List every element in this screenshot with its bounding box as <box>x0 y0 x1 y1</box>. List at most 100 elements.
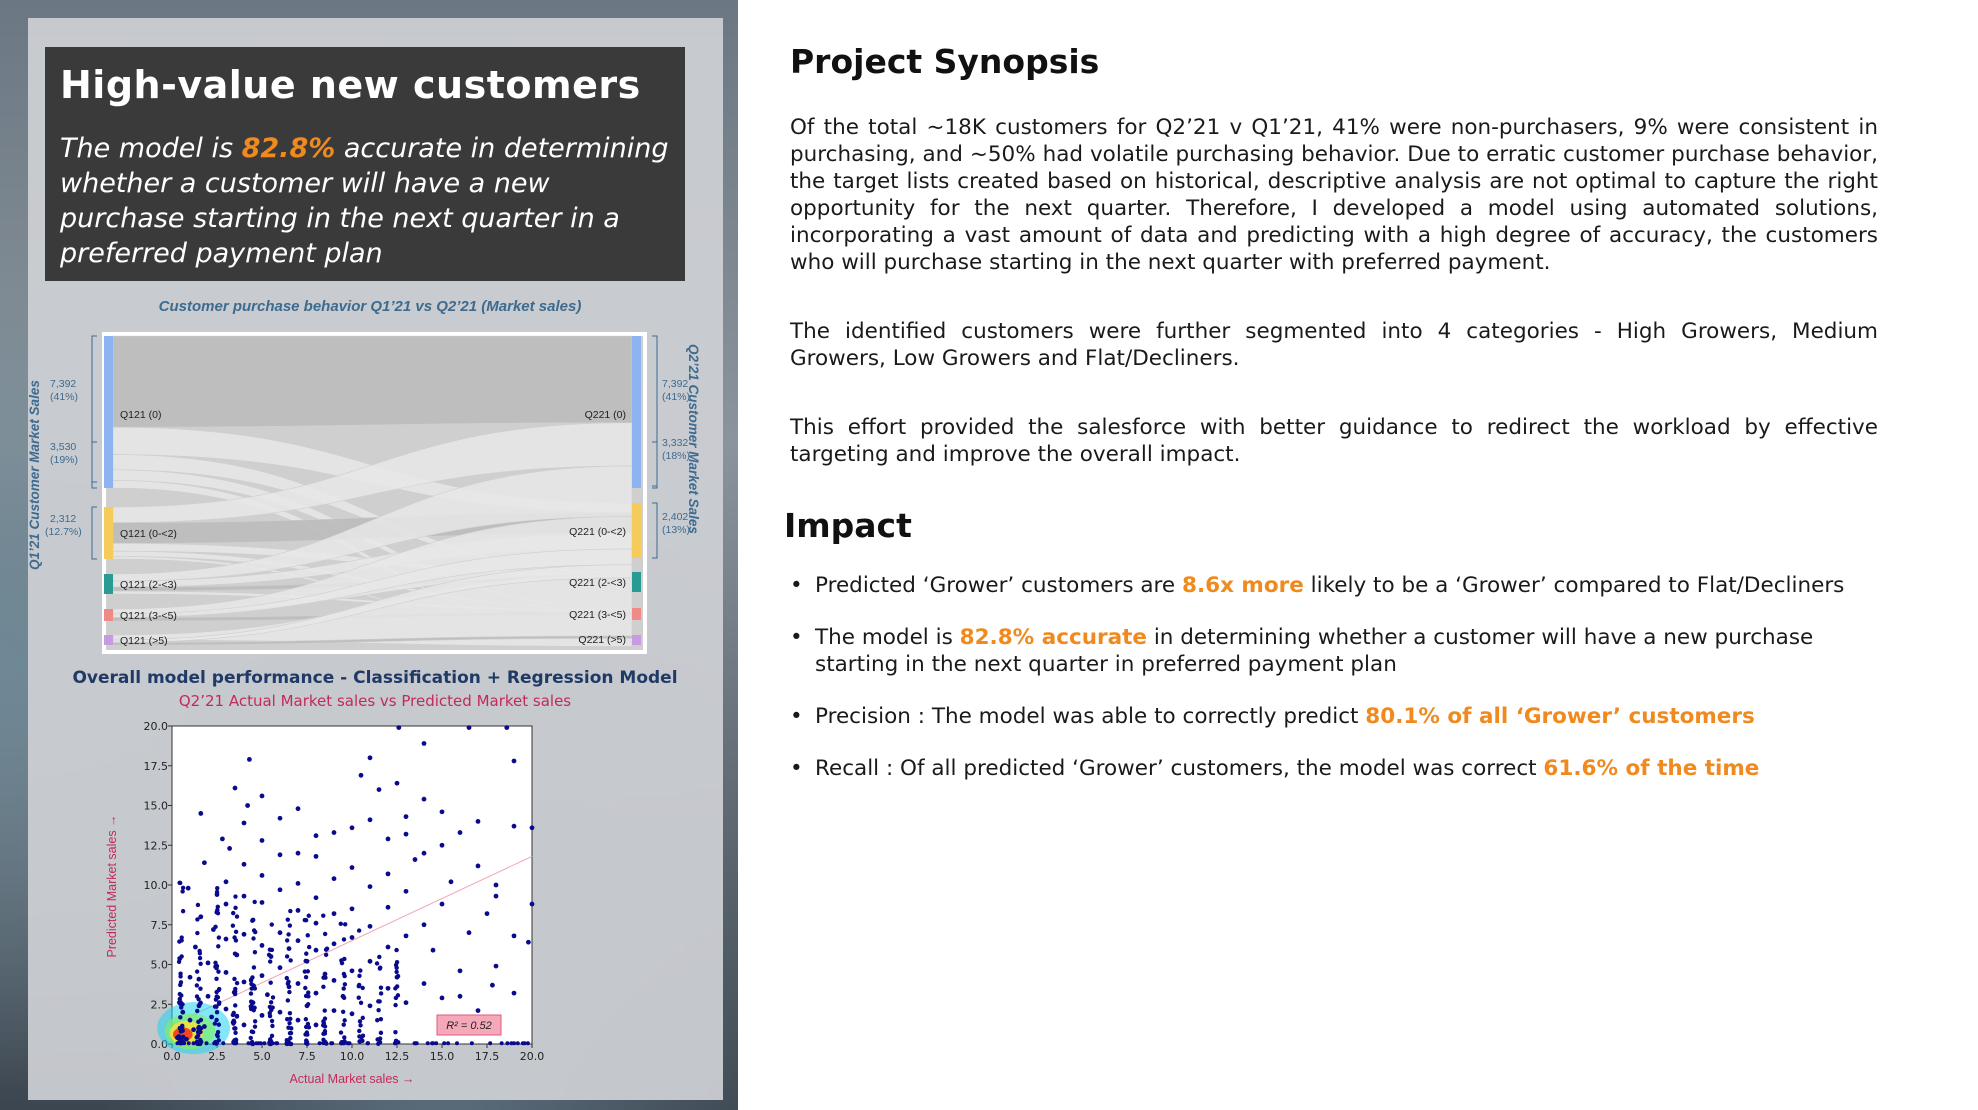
scatter-point <box>223 1006 229 1012</box>
left-annotation-pct: (19%) <box>50 454 78 466</box>
scatter-point <box>421 850 427 856</box>
scatter-point <box>313 1022 319 1028</box>
scatter-point <box>204 1041 209 1046</box>
impact-list: Predicted ‘Grower’ customers are 8.6x mo… <box>790 572 1880 807</box>
scatter-point <box>287 989 292 995</box>
scatter-point <box>178 1000 183 1005</box>
scatter-point <box>529 825 535 831</box>
scatter-point <box>270 1023 275 1029</box>
scatter-point <box>250 1029 256 1035</box>
scatter-point <box>349 968 355 974</box>
scatter-point <box>331 911 337 917</box>
scatter-point <box>259 900 265 905</box>
scatter-point <box>490 982 495 988</box>
scatter-point <box>304 1003 310 1009</box>
scatter-point <box>286 932 291 937</box>
scatter-point <box>511 933 517 939</box>
scatter-point <box>277 815 283 821</box>
x-tick-label: 5.0 <box>253 1050 271 1063</box>
scatter-point <box>457 968 463 974</box>
scatter-point <box>341 986 346 991</box>
scatter-point <box>306 944 312 950</box>
scatter-point <box>198 914 204 920</box>
scatter-point <box>304 951 309 956</box>
scatter-point <box>214 976 219 982</box>
left-bracket <box>91 335 97 489</box>
scatter-point <box>284 1041 289 1046</box>
scatter-point <box>385 871 391 877</box>
scatter-point <box>454 1041 459 1046</box>
bullet-text: The model is <box>815 625 960 650</box>
scatter-point <box>196 1025 201 1031</box>
scatter-point <box>277 887 283 893</box>
scatter-point <box>178 1015 183 1020</box>
scatter-point <box>268 980 273 985</box>
scatter-point <box>232 785 238 791</box>
x-tick-label: 15.0 <box>430 1050 455 1063</box>
scatter-point <box>342 1018 347 1023</box>
scatter-point <box>259 793 265 799</box>
right-annotation-value: 3,332 <box>662 437 688 449</box>
scatter-point <box>268 954 274 959</box>
right-node-4 <box>632 635 641 645</box>
scatter-point <box>249 1041 255 1047</box>
performance-title: Overall model performance - Classificati… <box>72 668 678 688</box>
scatter-point <box>252 1024 258 1029</box>
scatter-point <box>220 836 225 842</box>
scatter-point <box>241 861 247 867</box>
scatter-point <box>195 930 200 936</box>
scatter-point <box>197 955 203 961</box>
y-tick-label: 7.5 <box>151 919 169 932</box>
scatter-point <box>232 976 237 982</box>
scatter-point <box>187 974 193 980</box>
scatter-point <box>232 989 238 994</box>
scatter-point <box>403 831 409 837</box>
scatter-point <box>323 1040 328 1045</box>
scatter-point <box>223 901 229 907</box>
scatter-point <box>439 842 445 848</box>
scatter-point <box>284 954 290 959</box>
scatter-point <box>421 981 427 986</box>
scatter-point <box>250 1000 256 1006</box>
scatter-point <box>439 809 445 815</box>
scatter-point <box>205 960 211 966</box>
scatter-point <box>526 939 531 945</box>
scatter-point <box>412 857 418 862</box>
left-annotation-pct: (12.7%) <box>45 526 82 538</box>
left-annotation-value: 3,530 <box>50 441 76 453</box>
scatter-point <box>393 1030 398 1035</box>
scatter-point <box>287 1010 293 1016</box>
scatter-point <box>202 1024 207 1029</box>
scatter-point <box>378 985 384 990</box>
scatter-point <box>385 944 391 950</box>
synopsis-paragraph-2: The identified customers were further se… <box>790 319 1878 371</box>
scatter-point <box>394 965 399 970</box>
scatter-point <box>262 1041 267 1046</box>
scatter-point <box>212 1021 218 1026</box>
y-tick-label: 2.5 <box>151 998 169 1011</box>
scatter-point <box>475 819 481 824</box>
y-tick-label: 17.5 <box>144 760 169 773</box>
right-bracket <box>652 335 658 489</box>
scatter-point <box>202 860 207 866</box>
scatter-point <box>284 975 289 981</box>
scatter-point <box>252 899 257 905</box>
scatter-point <box>234 980 240 986</box>
scatter-point <box>425 1041 430 1046</box>
scatter-point <box>221 1041 226 1046</box>
x-tick-label: 0.0 <box>163 1050 181 1063</box>
scatter-point <box>358 1023 363 1028</box>
scatter-point <box>180 908 186 914</box>
scatter-point <box>178 982 183 988</box>
scatter-point <box>421 796 427 802</box>
scatter-point <box>357 1028 362 1034</box>
scatter-point <box>349 935 355 940</box>
right-annotation-value: 2,402 <box>662 511 688 523</box>
scatter-point <box>198 811 204 816</box>
scatter-point <box>230 1012 236 1018</box>
scatter-point <box>396 1040 401 1045</box>
scatter-point <box>446 1041 451 1046</box>
scatter-point <box>305 933 310 938</box>
scatter-point <box>331 830 337 835</box>
scatter-point <box>394 974 400 980</box>
